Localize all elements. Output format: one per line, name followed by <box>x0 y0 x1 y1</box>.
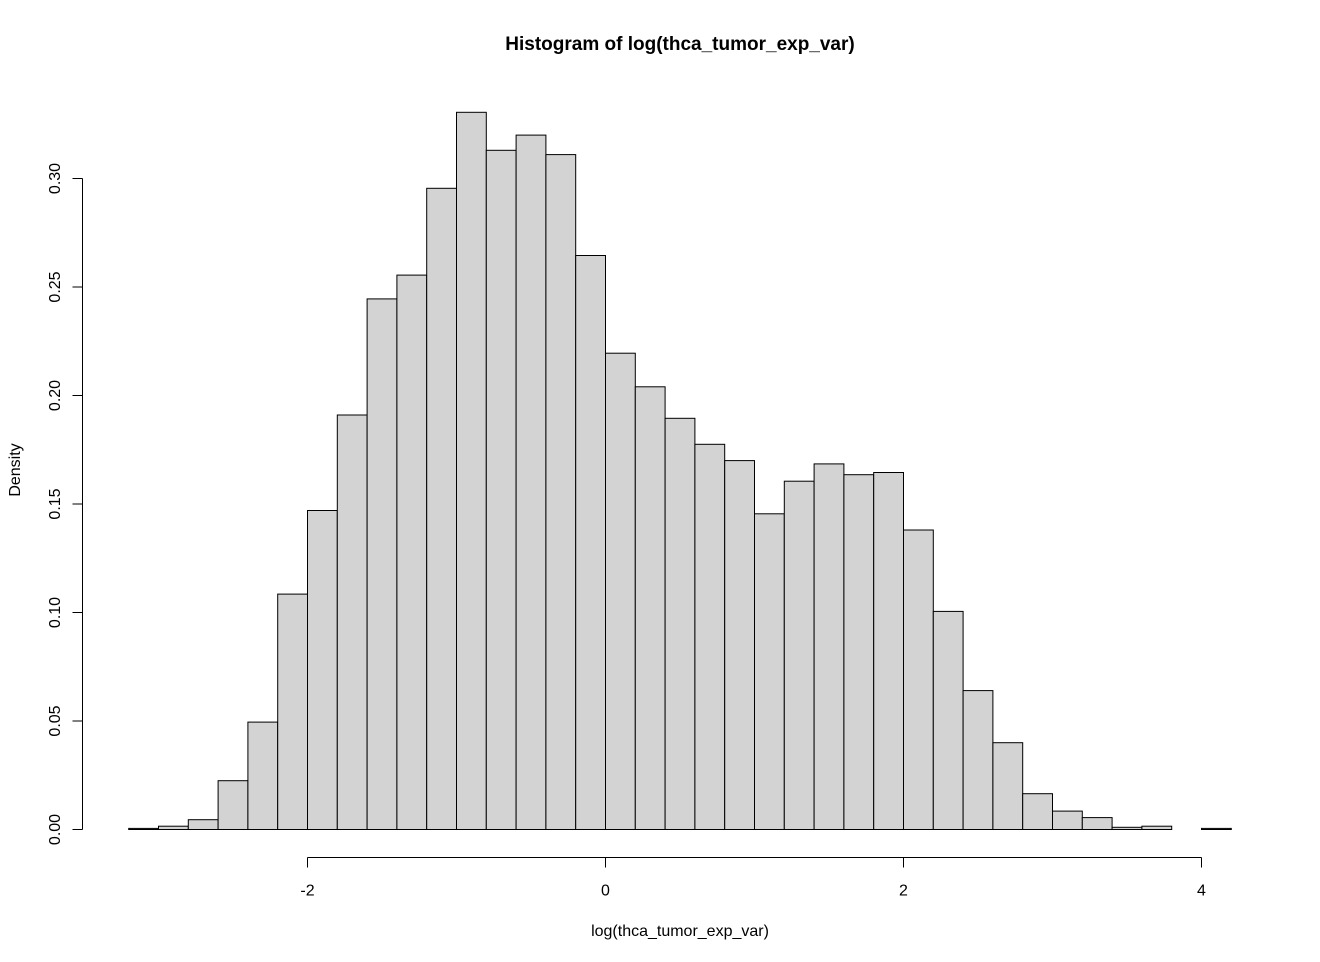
y-axis-label: Density <box>7 443 24 496</box>
y-tick-label: 0.20 <box>47 380 64 411</box>
histogram-bar <box>664 417 696 830</box>
histogram-bar <box>485 149 517 831</box>
x-tick-label: 2 <box>899 883 908 900</box>
histogram-bar <box>545 154 577 831</box>
histogram-bar <box>217 780 249 831</box>
histogram-bar <box>336 414 368 830</box>
x-tick-label: 4 <box>1197 883 1206 900</box>
histogram-bar <box>426 187 458 831</box>
x-tick-label: 0 <box>601 883 610 900</box>
histogram-bar <box>128 827 159 831</box>
histogram-bars <box>128 111 1232 831</box>
x-axis-label: log(thca_tumor_exp_var) <box>591 923 769 940</box>
y-tick-label: 0.05 <box>47 705 64 736</box>
histogram-bar <box>277 593 309 830</box>
histogram-bar <box>396 274 428 831</box>
histogram-bar <box>873 472 905 830</box>
histogram-bar <box>605 352 636 830</box>
y-tick-label: 0.25 <box>47 271 64 302</box>
histogram-bar <box>724 460 756 830</box>
y-tick-label: 0.15 <box>47 488 64 519</box>
histogram-bar <box>307 510 338 830</box>
histogram-bar <box>962 690 994 830</box>
histogram-bar <box>456 111 487 831</box>
y-tick-label: 0.00 <box>47 814 64 845</box>
y-tick-label: 0.10 <box>47 597 64 628</box>
chart-title: Histogram of log(thca_tumor_exp_var) <box>505 34 854 55</box>
y-axis: 0.00 0.05 0.10 0.15 0.20 0.25 0.30 <box>47 163 83 845</box>
histogram-bar <box>783 480 815 830</box>
histogram-bar <box>932 610 964 831</box>
histogram-bar <box>1111 826 1143 830</box>
histogram-bar <box>1141 825 1173 831</box>
histogram-bar <box>1022 793 1054 831</box>
histogram-bar <box>1201 827 1232 831</box>
histogram-bar <box>843 474 875 830</box>
histogram-bar <box>992 742 1024 831</box>
x-tick-label: -2 <box>300 883 314 900</box>
histogram-bar <box>813 463 845 830</box>
histogram-bar <box>158 825 189 831</box>
histogram-bar <box>694 443 726 830</box>
histogram-bar <box>366 298 398 830</box>
histogram-bar <box>1081 817 1113 830</box>
histogram-bar <box>634 386 666 830</box>
histogram-bar <box>1052 810 1083 830</box>
histogram-bar <box>754 513 785 830</box>
x-axis: -2 0 2 4 <box>300 857 1206 900</box>
histogram-bar <box>515 134 547 831</box>
histogram-bar <box>187 819 219 831</box>
histogram-bar <box>247 721 279 830</box>
histogram-bar <box>575 255 607 830</box>
histogram-bar <box>903 529 934 830</box>
y-tick-label: 0.30 <box>47 163 64 194</box>
